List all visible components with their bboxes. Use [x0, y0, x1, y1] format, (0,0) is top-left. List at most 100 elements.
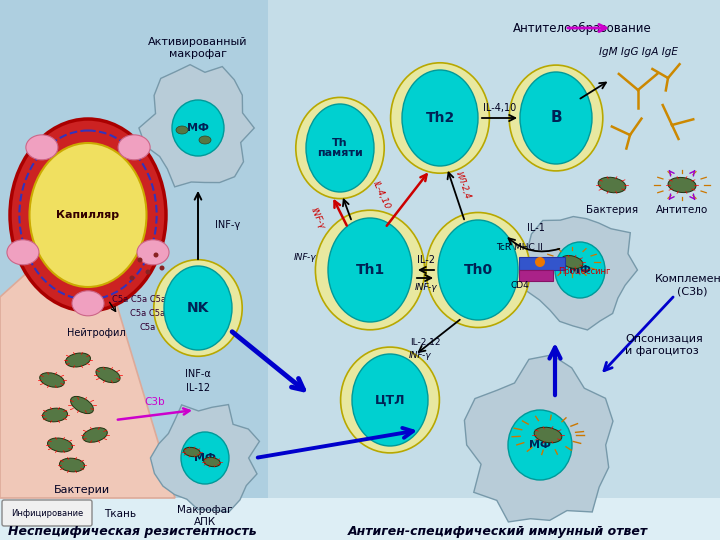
Ellipse shape — [508, 410, 572, 480]
Text: Макрофаг
АПК: Макрофаг АПК — [177, 505, 233, 527]
Ellipse shape — [48, 438, 73, 452]
Text: МФ: МФ — [194, 453, 216, 463]
Text: Th2: Th2 — [426, 111, 454, 125]
Text: INF-γ: INF-γ — [415, 284, 437, 293]
Ellipse shape — [181, 432, 229, 484]
Ellipse shape — [160, 266, 164, 271]
Ellipse shape — [26, 135, 58, 160]
Ellipse shape — [118, 135, 150, 160]
Text: IL-4,10: IL-4,10 — [371, 179, 392, 211]
Text: Инфицирование: Инфицирование — [11, 510, 83, 518]
Text: Капилляр: Капилляр — [56, 210, 120, 220]
Text: Нейтрофил: Нейтрофил — [67, 328, 125, 338]
Text: Активированный
макрофаг: Активированный макрофаг — [148, 37, 248, 59]
Ellipse shape — [30, 143, 146, 287]
FancyBboxPatch shape — [2, 500, 92, 526]
Ellipse shape — [668, 178, 696, 193]
Text: IL-12: IL-12 — [186, 383, 210, 393]
Text: Ткань: Ткань — [104, 509, 136, 519]
Text: МФ: МФ — [569, 265, 591, 275]
Ellipse shape — [199, 136, 211, 144]
Ellipse shape — [402, 70, 478, 166]
Ellipse shape — [96, 367, 120, 383]
Text: CD4: CD4 — [510, 280, 529, 289]
Text: Процессинг: Процессинг — [558, 267, 611, 275]
FancyBboxPatch shape — [519, 257, 565, 270]
Ellipse shape — [66, 353, 91, 367]
Text: IgM IgG IgA IgE: IgM IgG IgA IgE — [598, 47, 678, 57]
Text: Комплемент
(C3b): Комплемент (C3b) — [655, 274, 720, 296]
Text: IL-1: IL-1 — [527, 223, 545, 233]
Ellipse shape — [520, 72, 592, 164]
Text: C5a C5a C5a C5a: C5a C5a C5a C5a — [112, 295, 184, 305]
Ellipse shape — [306, 104, 374, 192]
Text: IL-2,12: IL-2,12 — [410, 338, 440, 347]
Ellipse shape — [164, 266, 232, 350]
Ellipse shape — [598, 177, 626, 193]
Text: Th1: Th1 — [356, 263, 384, 277]
Ellipse shape — [83, 428, 107, 442]
Ellipse shape — [172, 100, 224, 156]
Text: Антителообразование: Антителообразование — [513, 22, 652, 35]
Ellipse shape — [555, 242, 605, 298]
Ellipse shape — [184, 447, 200, 457]
Text: C5a: C5a — [140, 323, 156, 333]
Ellipse shape — [438, 220, 518, 320]
Text: Бактерии: Бактерии — [54, 485, 110, 495]
Text: Неспецифическая резистентность: Неспецифическая резистентность — [8, 525, 256, 538]
Text: Антиген-специфический иммунный ответ: Антиген-специфический иммунный ответ — [348, 525, 648, 538]
Polygon shape — [150, 404, 259, 512]
Ellipse shape — [534, 427, 562, 443]
Ellipse shape — [296, 97, 384, 199]
Ellipse shape — [352, 354, 428, 446]
Ellipse shape — [535, 257, 545, 267]
Ellipse shape — [145, 269, 150, 274]
Ellipse shape — [176, 126, 188, 134]
Ellipse shape — [137, 240, 169, 265]
Text: INF-γ: INF-γ — [293, 253, 316, 262]
Ellipse shape — [10, 119, 166, 311]
Polygon shape — [0, 216, 175, 498]
Ellipse shape — [315, 210, 425, 330]
Ellipse shape — [509, 65, 603, 171]
Text: ИЛ-2,4: ИЛ-2,4 — [454, 170, 472, 200]
Text: ЦТЛ: ЦТЛ — [374, 394, 405, 407]
Ellipse shape — [328, 218, 412, 322]
Ellipse shape — [138, 258, 143, 262]
Text: B: B — [550, 111, 562, 125]
Text: INF-γ: INF-γ — [308, 206, 326, 230]
Ellipse shape — [426, 213, 530, 327]
Polygon shape — [464, 355, 613, 522]
Ellipse shape — [7, 240, 39, 265]
Text: IL-2: IL-2 — [417, 255, 435, 265]
Text: Th
памяти: Th памяти — [317, 138, 363, 158]
Ellipse shape — [72, 291, 104, 316]
Text: Th0: Th0 — [464, 263, 492, 277]
FancyBboxPatch shape — [0, 0, 268, 540]
Ellipse shape — [154, 260, 242, 356]
Ellipse shape — [71, 396, 94, 414]
Text: NK: NK — [186, 301, 210, 315]
Ellipse shape — [60, 458, 84, 472]
Text: Антитело: Антитело — [656, 205, 708, 215]
Ellipse shape — [153, 253, 158, 258]
Ellipse shape — [341, 347, 439, 453]
FancyBboxPatch shape — [519, 270, 553, 281]
FancyBboxPatch shape — [0, 498, 720, 540]
Ellipse shape — [42, 408, 68, 422]
Ellipse shape — [40, 373, 64, 387]
Text: C5a C5a: C5a C5a — [130, 309, 166, 319]
Text: TcR MHC II: TcR MHC II — [497, 244, 544, 253]
Text: C3b: C3b — [145, 397, 166, 407]
Text: Опсонизация
и фагоцитоз: Опсонизация и фагоцитоз — [625, 334, 703, 356]
Text: INF-α: INF-α — [185, 369, 211, 379]
Text: МФ: МФ — [529, 440, 551, 450]
Text: INF-γ: INF-γ — [215, 220, 240, 230]
Ellipse shape — [561, 255, 583, 268]
Text: Бактерия: Бактерия — [586, 205, 638, 215]
Text: IL-4,10: IL-4,10 — [483, 103, 517, 113]
Text: INF-γ: INF-γ — [409, 352, 431, 361]
Ellipse shape — [390, 63, 490, 173]
Ellipse shape — [130, 275, 135, 280]
Polygon shape — [524, 217, 637, 330]
